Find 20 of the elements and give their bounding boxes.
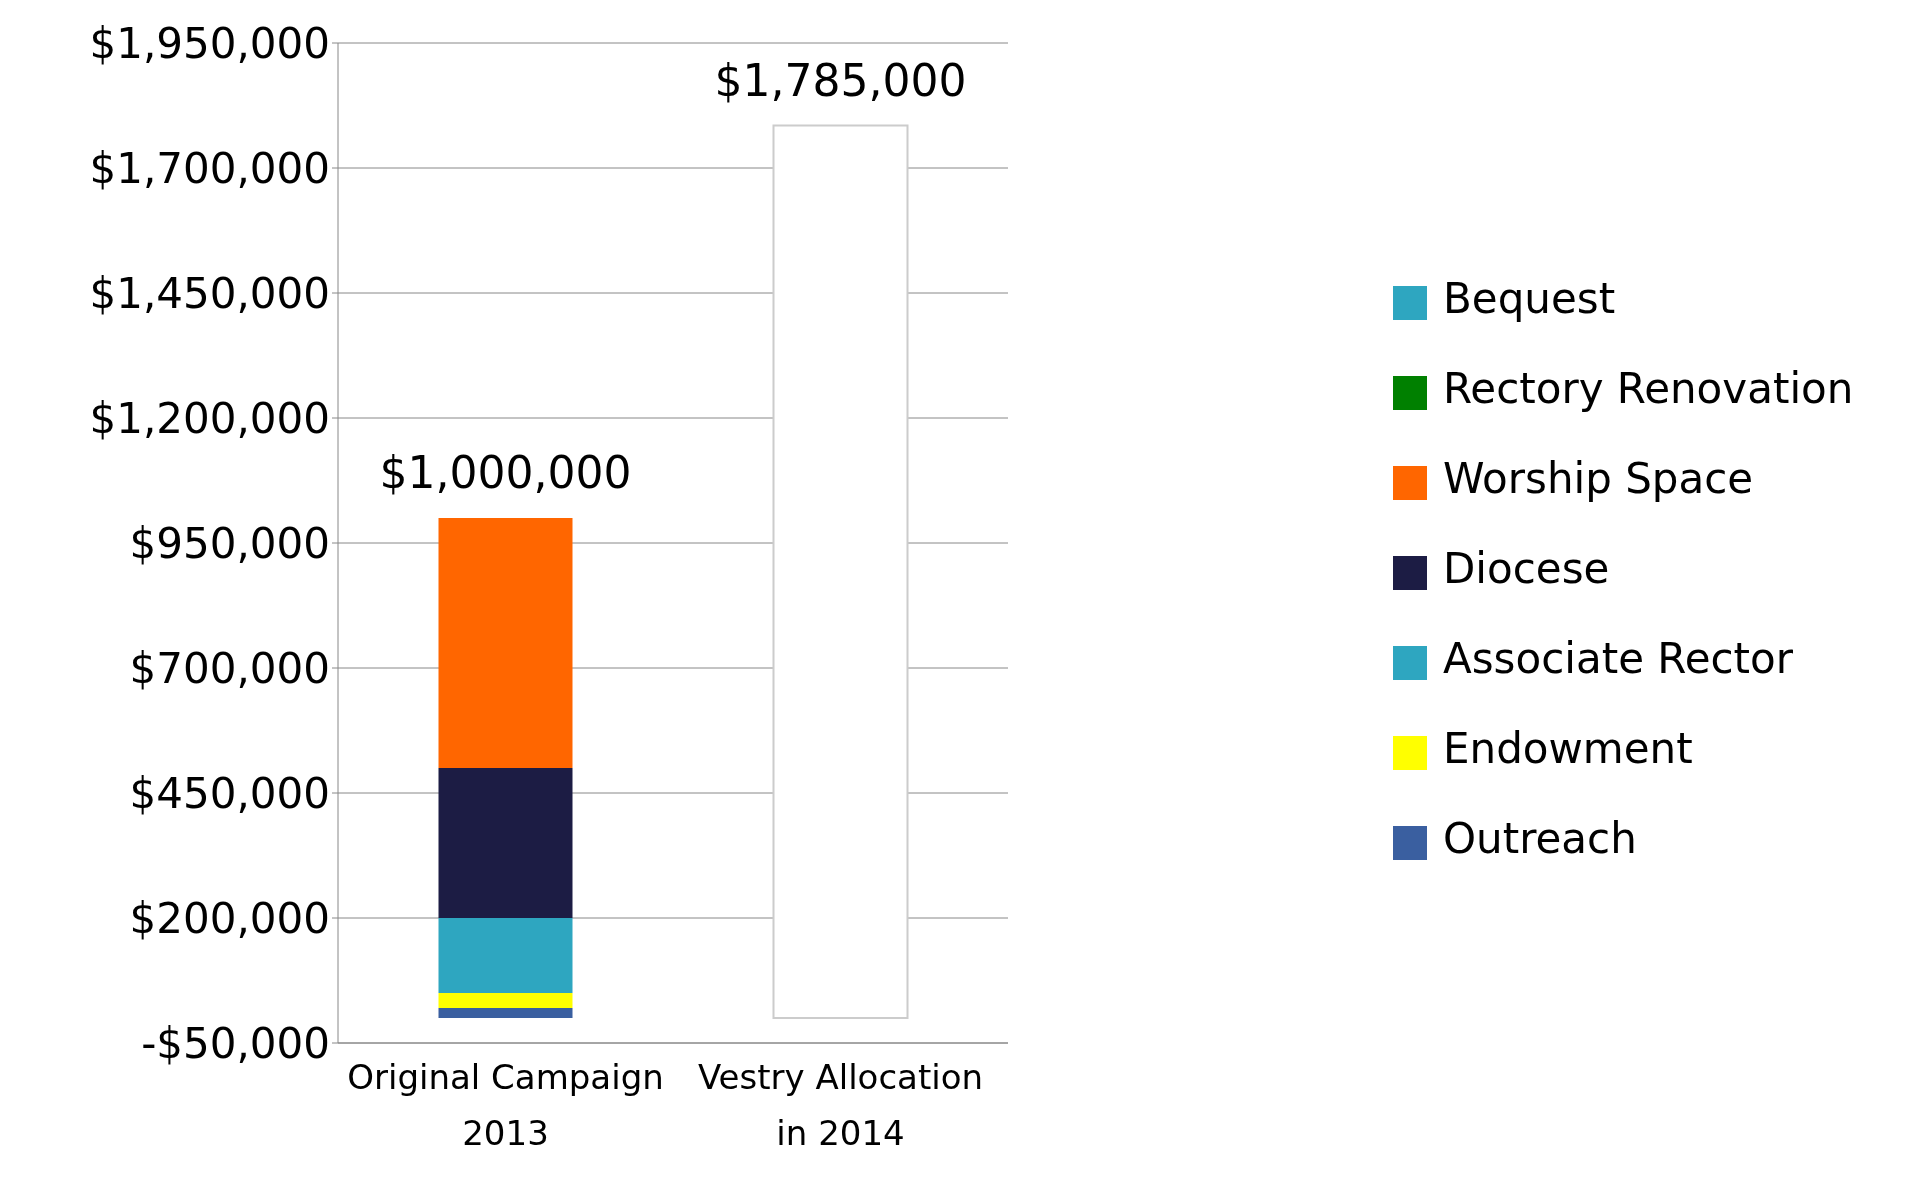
y-tick-label: $950,000: [129, 518, 330, 568]
legend-label: Bequest: [1443, 273, 1616, 323]
y-tick-label: $1,450,000: [89, 268, 330, 318]
x-tick-label: Vestry Allocation in 2014: [697, 1057, 984, 1153]
x-tick-label: Original Campaign 2013: [347, 1057, 664, 1153]
y-tick-label: $1,700,000: [89, 143, 330, 193]
legend-label: Rectory Renovation: [1443, 363, 1854, 413]
legend-label: Diocese: [1443, 543, 1610, 593]
y-tick-label: $200,000: [129, 893, 330, 943]
legend-label: Outreach: [1443, 813, 1637, 863]
y-tick-label: $700,000: [129, 643, 330, 693]
legend-label: Associate Rector: [1443, 633, 1794, 683]
y-tick-label: $1,950,000: [89, 18, 330, 68]
total-label: $1,000,000: [379, 447, 632, 498]
y-tick-label: $450,000: [129, 768, 330, 818]
legend-label: Endowment: [1443, 723, 1693, 773]
y-tick-label: $1,200,000: [89, 393, 330, 443]
legend-label: Worship Space: [1443, 453, 1754, 503]
y-tick-label: -$50,000: [141, 1018, 330, 1068]
total-label: $1,785,000: [714, 54, 967, 106]
